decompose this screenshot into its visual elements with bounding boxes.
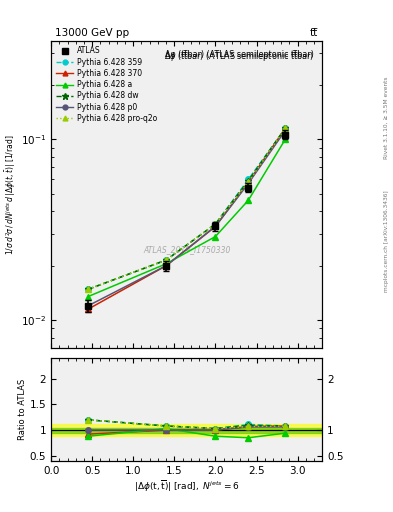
Pythia 6.428 370	[283, 125, 288, 132]
Y-axis label: $1/\sigma\,d^2\!\sigma\,/\,dN^{jets}\,d\,|\Delta\phi(t,\bar{t})|\;[1/\mathrm{rad: $1/\sigma\,d^2\!\sigma\,/\,dN^{jets}\,d\…	[4, 134, 18, 255]
Line: Pythia 6.428 pro-q2o: Pythia 6.428 pro-q2o	[85, 125, 288, 292]
Bar	[51, 424, 322, 436]
Pythia 6.428 pro-q2o	[86, 286, 90, 292]
X-axis label: $|\Delta\phi(\mathrm{t},\overline{\mathrm{t}})|\;[\mathrm{rad}],\;N^{jets} = 6$: $|\Delta\phi(\mathrm{t},\overline{\mathr…	[134, 478, 239, 494]
Pythia 6.428 a	[283, 136, 288, 142]
Line: Pythia 6.428 370: Pythia 6.428 370	[85, 125, 288, 312]
Pythia 6.428 a	[213, 233, 218, 240]
Pythia 6.428 370	[164, 263, 169, 269]
Line: Pythia 6.428 a: Pythia 6.428 a	[85, 137, 288, 300]
Text: Δφ (tt̅bar) (ATLAS semileptonic tt̅bar): Δφ (tt̅bar) (ATLAS semileptonic tt̅bar)	[165, 50, 314, 59]
Line: Pythia 6.428 dw: Pythia 6.428 dw	[85, 125, 288, 292]
Pythia 6.428 a	[164, 261, 169, 267]
Pythia 6.428 dw	[213, 221, 218, 227]
Pythia 6.428 359	[164, 257, 169, 263]
Pythia 6.428 pro-q2o	[164, 257, 169, 263]
Line: Pythia 6.428 p0: Pythia 6.428 p0	[85, 127, 288, 309]
Pythia 6.428 370	[86, 306, 90, 312]
Pythia 6.428 p0	[283, 127, 288, 134]
Text: Rivet 3.1.10, ≥ 3.5M events: Rivet 3.1.10, ≥ 3.5M events	[384, 76, 389, 159]
Text: ATLAS_2019_I1750330: ATLAS_2019_I1750330	[143, 245, 230, 254]
Legend: ATLAS, Pythia 6.428 359, Pythia 6.428 370, Pythia 6.428 a, Pythia 6.428 dw, Pyth: ATLAS, Pythia 6.428 359, Pythia 6.428 37…	[53, 43, 160, 126]
Pythia 6.428 p0	[246, 180, 251, 186]
Pythia 6.428 pro-q2o	[283, 125, 288, 132]
Bar	[51, 428, 322, 433]
Pythia 6.428 dw	[86, 286, 90, 292]
Y-axis label: Ratio to ATLAS: Ratio to ATLAS	[18, 379, 27, 440]
Pythia 6.428 359	[213, 221, 218, 227]
Text: $\Delta\phi$ (tt̄bar) (ATLAS semileptonic tt̄bar): $\Delta\phi$ (tt̄bar) (ATLAS semileptoni…	[164, 50, 314, 63]
Pythia 6.428 p0	[164, 263, 169, 269]
Text: tt̅: tt̅	[310, 28, 318, 38]
Pythia 6.428 pro-q2o	[213, 221, 218, 227]
Pythia 6.428 p0	[213, 223, 218, 229]
Pythia 6.428 a	[86, 293, 90, 300]
Pythia 6.428 359	[246, 176, 251, 182]
Line: Pythia 6.428 359: Pythia 6.428 359	[85, 125, 288, 292]
Pythia 6.428 pro-q2o	[246, 179, 251, 185]
Pythia 6.428 p0	[86, 303, 90, 309]
Pythia 6.428 a	[246, 197, 251, 203]
Pythia 6.428 359	[283, 125, 288, 132]
Pythia 6.428 370	[213, 223, 218, 229]
Pythia 6.428 dw	[246, 178, 251, 184]
Text: 13000 GeV pp: 13000 GeV pp	[55, 28, 129, 38]
Pythia 6.428 dw	[283, 125, 288, 132]
Pythia 6.428 370	[246, 179, 251, 185]
Pythia 6.428 dw	[164, 257, 169, 263]
Text: mcplots.cern.ch [arXiv:1306.3436]: mcplots.cern.ch [arXiv:1306.3436]	[384, 190, 389, 291]
Pythia 6.428 359	[86, 286, 90, 292]
